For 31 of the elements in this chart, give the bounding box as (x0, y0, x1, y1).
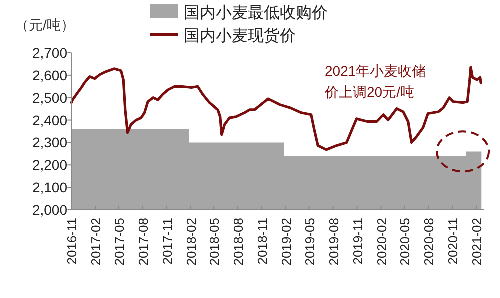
y-tick-label: 2,100 (32, 180, 68, 196)
legend-label: 国内小麦现货价 (184, 27, 296, 45)
x-tick-label: 2020-02 (374, 218, 390, 266)
x-tick-label: 2020-11 (446, 218, 461, 265)
line-series (70, 66, 482, 152)
x-tick-label: 2017-11 (160, 218, 175, 265)
y-tick-label: 2,400 (32, 112, 68, 128)
x-tick-label: 2017-05 (112, 218, 127, 266)
x-tick-label: 2019-11 (350, 218, 366, 265)
y-tick-label: 2,200 (32, 157, 68, 174)
y-axis-title: （元/吨） (15, 17, 75, 33)
x-tick-label: 2018-11 (255, 218, 270, 265)
x-tick-label: 2017-02 (88, 218, 104, 266)
x-tick-label: 2021-02 (470, 218, 485, 266)
x-tick-label: 2018-02 (184, 218, 199, 266)
x-tick-label: 2020-08 (422, 218, 437, 266)
x-tick-label: 2017-08 (136, 218, 151, 266)
x-tick-label: 2018-05 (207, 218, 222, 266)
annotation: 2021年小麦收储价上调20元/吨 (324, 63, 426, 100)
x-tick-label: 2020-05 (398, 218, 413, 266)
y-tick-label: 2,000 (32, 202, 68, 218)
y-tick-label: 2,600 (32, 67, 68, 84)
x-tick-label: 2019-05 (302, 218, 318, 266)
legend-label: 国内小麦最低收购价 (184, 4, 328, 22)
y-tick-label: 2,700 (32, 45, 68, 61)
x-tick-label: 2016-11 (64, 218, 80, 265)
y-tick-label: 2,500 (32, 90, 68, 106)
x-tick-label: 2019-02 (279, 218, 294, 266)
y-tick-label: 2,300 (32, 134, 68, 151)
x-tick-label: 2019-08 (326, 218, 342, 266)
x-tick-label: 2018-08 (231, 218, 246, 266)
